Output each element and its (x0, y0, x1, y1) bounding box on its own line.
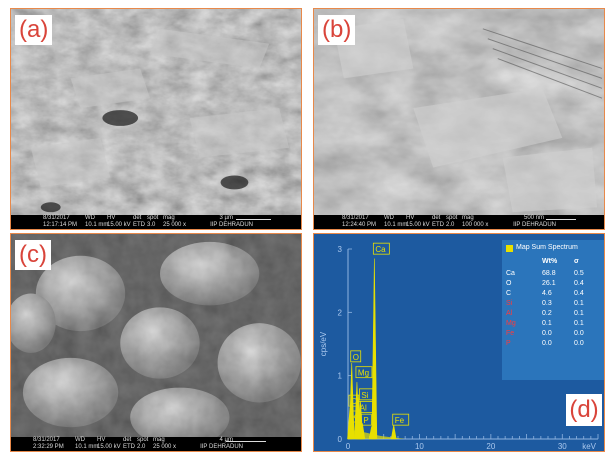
eds-panel-d: 0 10 20 30 0 1 2 3 cps/eV keV Ca O Mg Si C Al K P Fe Map … (313, 233, 605, 452)
sem-panel-a: (a) 8/31/2017 WD HV det spot mag 3 µm 12… (10, 8, 302, 230)
x-tick-label: 30 (558, 442, 567, 451)
legend-sigma: 0.1 (574, 300, 584, 307)
peak-label-si: Si (361, 391, 368, 400)
x-axis-label: keV (582, 442, 596, 451)
legend-wt: 4.6 (542, 290, 552, 297)
legend-sigma: 0.0 (574, 340, 584, 347)
org-c: IIP DEHRADUN (200, 444, 243, 450)
scale-bar (226, 441, 266, 442)
sem-image-b (314, 9, 604, 229)
legend-wt: 0.0 (542, 340, 552, 347)
scale-bar (546, 219, 576, 220)
legend-wt: 0.1 (542, 320, 552, 327)
legend-wt: 26.1 (542, 280, 556, 287)
peak-label-p: P (363, 416, 368, 425)
peak-label-box (355, 366, 373, 379)
spectrum-baseline (348, 429, 406, 439)
legend-wt: 68.8 (542, 270, 556, 277)
legend-header-wt: Wt% (542, 258, 558, 265)
peak-label-c: C (351, 397, 357, 406)
y-axis-label: cps/eV (319, 331, 328, 356)
peak-label-al: Al (360, 404, 367, 413)
peak-label-box (350, 350, 362, 363)
legend-swatch (506, 245, 513, 252)
date-a: 8/31/2017 (43, 215, 70, 221)
peak-label-box (360, 413, 372, 426)
x-tick-label: 10 (415, 442, 424, 451)
legend-element: Ca (506, 270, 515, 277)
date-b: 8/31/2017 (342, 215, 369, 221)
peak-label-box (359, 388, 376, 401)
scale-label-a: 3 µm (219, 215, 233, 221)
legend-header-sigma: σ (574, 258, 579, 265)
eds-legend: Map Sum Spectrum Wt% σ Ca 68.8 0.5 O 26.1 0.4… (502, 240, 604, 380)
sem-info-bar-a: 8/31/2017 WD HV det spot mag 3 µm 12:17:… (11, 215, 301, 229)
peak-label-ca: Ca (375, 245, 386, 254)
peak-label-box (372, 242, 390, 255)
scale-label-c: 4 µm (219, 437, 233, 443)
legend-sigma: 0.4 (574, 290, 584, 297)
legend-title: Map Sum Spectrum (516, 244, 578, 251)
panel-label-c: (c) (15, 240, 51, 270)
panel-label-b: (b) (318, 15, 356, 45)
org-b: IIP DEHRADUN (513, 222, 556, 228)
sem-image-c (11, 234, 301, 451)
panel-label-a: (a) (15, 15, 53, 45)
panel-label-d: (d) (566, 394, 602, 426)
legend-element: O (506, 280, 512, 287)
legend-sigma: 0.5 (574, 270, 584, 277)
y-tick-label: 3 (338, 245, 343, 254)
sem-panel-c: (c) 8/31/2017 WD HV det spot mag 4 µm 2:… (10, 233, 302, 452)
y-tick-label: 2 (338, 308, 343, 317)
peak-label-fe: Fe (395, 416, 405, 425)
x-tick-label: 0 (346, 442, 351, 451)
sem-info-bar-b: 8/31/2017 WD HV det spot mag 500 nm 12:2… (314, 215, 604, 229)
legend-wt: 0.0 (542, 330, 552, 337)
time-a: 12:17:14 PM (43, 222, 78, 228)
peak-label-k: K (352, 413, 358, 422)
peak-label-mg: Mg (358, 369, 369, 378)
peak-label-box (349, 410, 361, 423)
sem-image-a (11, 9, 301, 229)
legend-wt: 0.3 (542, 300, 552, 307)
legend-sigma: 0.4 (574, 280, 584, 287)
y-tick-label: 1 (338, 372, 343, 381)
time-b: 12:24:40 PM (342, 222, 377, 228)
legend-element: Al (506, 310, 513, 317)
time-c: 2:32:29 PM (33, 444, 64, 450)
legend-element: Fe (506, 330, 515, 337)
peak-label-box (348, 394, 360, 407)
peak-label-o: O (353, 353, 359, 362)
legend-wt: 0.2 (542, 310, 552, 317)
peak-label-box (357, 401, 375, 413)
peak-fe (390, 425, 397, 440)
legend-sigma: 0.1 (574, 310, 584, 317)
scale-bar (236, 219, 271, 220)
legend-element: P (506, 340, 511, 347)
legend-element: Mg (506, 320, 516, 327)
x-tick-label: 20 (486, 442, 495, 451)
sem-info-bar-c: 8/31/2017 WD HV det spot mag 4 µm 2:32:2… (11, 437, 301, 451)
scale-label-b: 500 nm (523, 215, 544, 221)
y-tick-label: 0 (338, 435, 343, 444)
sem-panel-b: (b) 8/31/2017 WD HV det spot mag 500 nm … (313, 8, 605, 230)
org-a: IIP DEHRADUN (210, 222, 253, 228)
legend-sigma: 0.1 (574, 320, 584, 327)
legend-element: C (506, 290, 512, 297)
peak-label-box (392, 413, 410, 426)
legend-element: Si (506, 300, 513, 307)
legend-sigma: 0.0 (574, 330, 584, 337)
peak-ca (371, 258, 378, 440)
date-c: 8/31/2017 (33, 437, 60, 443)
